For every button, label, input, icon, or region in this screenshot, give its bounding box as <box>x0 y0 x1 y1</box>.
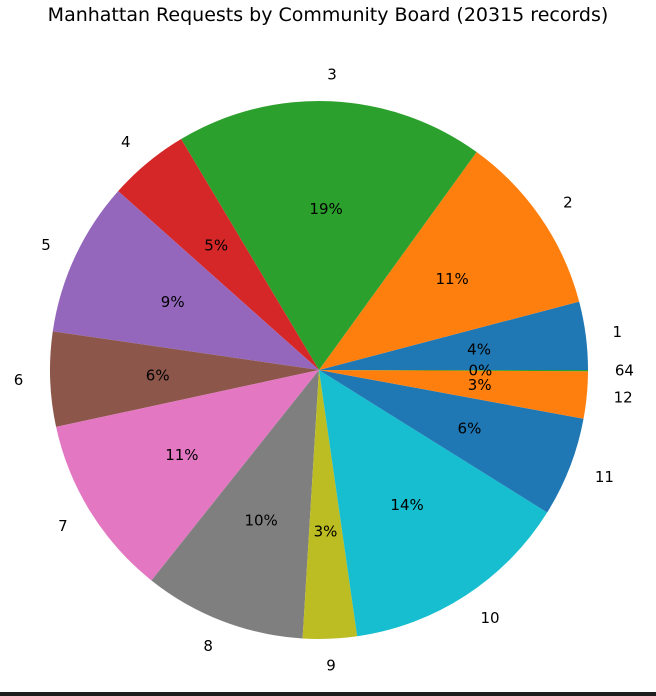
pie-percent-label-8: 10% <box>244 512 277 530</box>
pie-category-label-11: 11 <box>595 468 614 486</box>
pie-category-label-2: 2 <box>563 194 573 212</box>
pie-slice-8 <box>151 370 319 639</box>
pie-slice-6 <box>49 331 319 427</box>
pie-slice-10 <box>319 370 548 637</box>
pie-percent-label-4: 5% <box>204 237 228 255</box>
pie-percent-label-6: 6% <box>146 367 170 385</box>
pie-slice-3 <box>181 100 477 370</box>
pie-percent-label-5: 9% <box>161 293 185 311</box>
pie-category-label-5: 5 <box>41 236 51 254</box>
bottom-edge-bar <box>0 692 656 696</box>
pie-category-label-64: 64 <box>615 362 634 380</box>
pie-slice-12 <box>319 370 588 419</box>
pie-slice-1 <box>319 301 588 370</box>
pie-category-label-8: 8 <box>203 637 213 655</box>
pie-percent-label-12: 3% <box>468 376 492 394</box>
pie-percent-label-7: 11% <box>165 446 198 464</box>
pie-category-label-3: 3 <box>327 65 337 83</box>
pie-slice-2 <box>319 152 580 370</box>
pie-percent-labels: 4%11%19%5%9%6%11%10%3%14%6%3%0% <box>146 200 492 541</box>
pie-category-label-4: 4 <box>121 133 131 151</box>
pie-percent-label-11: 6% <box>458 419 482 437</box>
pie-category-label-9: 9 <box>326 657 336 675</box>
pie-slice-7 <box>56 370 320 581</box>
pie-percent-label-64: 0% <box>469 361 493 379</box>
pie-percent-label-9: 3% <box>314 522 338 540</box>
pie-category-label-6: 6 <box>14 371 24 389</box>
pie-slice-5 <box>52 191 319 370</box>
pie-category-label-1: 1 <box>612 323 622 341</box>
pie-slice-11 <box>319 370 584 513</box>
pie-slice-9 <box>302 370 358 640</box>
pie-percent-label-3: 19% <box>309 200 342 218</box>
chart-title: Manhattan Requests by Community Board (2… <box>47 4 609 26</box>
pie-category-label-10: 10 <box>481 609 500 627</box>
pie-category-label-7: 7 <box>58 517 68 535</box>
pie-category-label-12: 12 <box>614 389 633 407</box>
pie-slices <box>49 100 589 640</box>
pie-slice-4 <box>118 139 319 370</box>
pie-percent-label-10: 14% <box>390 496 423 514</box>
pie-percent-label-2: 11% <box>435 270 468 288</box>
pie-percent-label-1: 4% <box>467 340 491 358</box>
pie-slice-64 <box>319 370 589 372</box>
